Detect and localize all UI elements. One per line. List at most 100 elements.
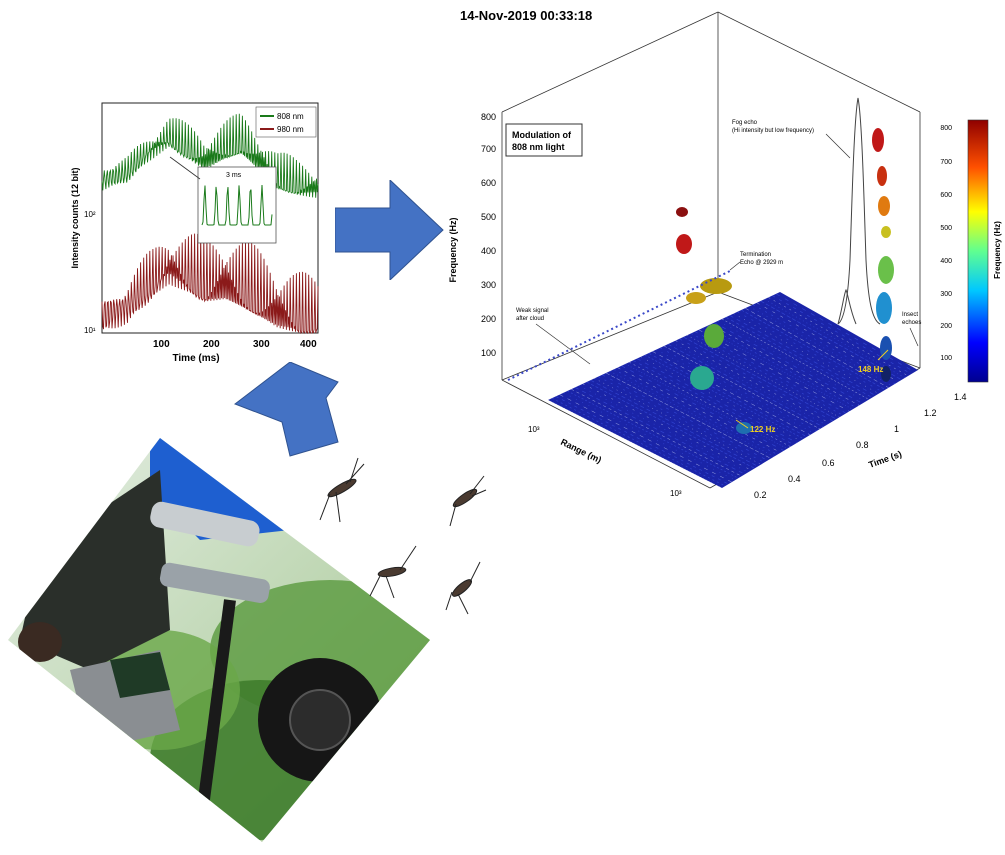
insect-pointer <box>909 327 919 347</box>
freq-blob <box>690 366 714 390</box>
floor-stripe <box>598 376 765 463</box>
floor-stripe <box>601 374 768 461</box>
floor-speckle <box>547 293 915 489</box>
freq-blob <box>872 128 884 152</box>
colorbar-label: Frequency (Hz) <box>993 221 1002 279</box>
timeseries-chart: 3 ms 808 nm 980 nm 100 200 300 400 Time … <box>70 102 319 364</box>
floor-stripe <box>775 293 915 373</box>
mount-post <box>194 599 236 831</box>
floor-stripe <box>768 297 909 377</box>
x-axis-label: Time (ms) <box>172 353 219 364</box>
freq-tick-700: 700 <box>481 144 496 154</box>
floor-stripe <box>617 367 781 453</box>
floor-stripe <box>679 338 834 422</box>
insect-label-1: Insect <box>902 312 918 318</box>
freq-blob <box>877 166 887 186</box>
x-tick-100: 100 <box>153 339 170 350</box>
floor-stripe <box>663 345 821 430</box>
fog-echo-side-peak <box>837 288 857 325</box>
freq-blob <box>700 278 732 294</box>
insect-label-2: echoes <box>902 320 921 326</box>
range-tick-a: 10³ <box>528 425 540 434</box>
floor-stripe <box>621 365 785 451</box>
spectrogram-floor <box>548 292 918 488</box>
spectrogram-3d: 14-Nov-2019 00:33:18 100 200 300 400 500… <box>448 8 1002 500</box>
floor-stripe <box>551 397 726 487</box>
time-tick-06: 0.6 <box>822 458 835 468</box>
fog-label-2: (Hi intensity but low frequency) <box>732 128 814 134</box>
time-tick-14: 1.4 <box>954 392 967 402</box>
legend <box>255 106 317 138</box>
time-axis-label: Time (s) <box>867 449 903 470</box>
termination-label-2: Echo @ 2929 m <box>740 260 783 266</box>
freq-tick-400: 400 <box>481 246 496 256</box>
floor-stripe <box>667 343 824 428</box>
floor-stripe <box>725 316 873 398</box>
freq-blob <box>878 256 894 284</box>
freq-ticks: 100 200 300 400 500 600 700 800 <box>481 112 496 358</box>
floor-stripe <box>555 396 729 485</box>
floor-stripe <box>737 311 883 392</box>
freq-122-pointer <box>735 419 749 429</box>
time-tick-1: 1 <box>894 424 899 434</box>
time-tick-02: 0.2 <box>754 490 767 500</box>
inset-pointer <box>169 156 201 180</box>
x-tick-300: 300 <box>253 339 270 350</box>
floor-stripe <box>729 315 876 396</box>
floor-stripe <box>675 340 830 424</box>
freq-blob <box>881 226 891 238</box>
floor-stripe <box>644 354 804 440</box>
floor-stripe <box>609 370 775 457</box>
freq-blob <box>881 366 891 382</box>
floor-stripe <box>756 302 899 383</box>
fog-echo-peak <box>837 97 881 325</box>
x-tick-200: 200 <box>203 339 220 350</box>
freq-blob <box>880 336 892 360</box>
freq-tick-100: 100 <box>481 348 496 358</box>
floor-stripe <box>629 361 791 447</box>
cb-tick-200: 200 <box>940 323 952 330</box>
freq-blob <box>686 292 706 304</box>
floor-stripe <box>710 324 860 406</box>
freq-blob <box>876 292 892 324</box>
freq-blob <box>676 234 692 254</box>
freq-tick-500: 500 <box>481 212 496 222</box>
series-line-808 <box>101 113 319 198</box>
freq-blob <box>878 196 890 216</box>
freq-blob <box>704 324 724 348</box>
cb-tick-800: 800 <box>940 125 952 132</box>
mosquito-3 <box>369 545 417 599</box>
laptop-screen <box>110 652 170 698</box>
telescope-lower <box>159 562 270 603</box>
cb-tick-300: 300 <box>940 291 952 298</box>
floor-stripe <box>632 360 795 446</box>
inset-label: 3 ms <box>226 172 242 179</box>
floor-stripe <box>764 298 906 379</box>
freq-tick-200: 200 <box>481 314 496 324</box>
range-tick-b: 10³ <box>670 489 682 498</box>
freq-148-pointer <box>877 349 889 361</box>
weak-pointer <box>535 323 591 365</box>
floor-stripe <box>571 388 742 477</box>
modulation-box <box>505 123 583 157</box>
freq-blob <box>676 207 688 217</box>
termination-label-1: Termination <box>740 252 771 258</box>
spectrogram-title: 14-Nov-2019 00:33:18 <box>460 8 592 23</box>
mosquito-1 <box>319 457 365 523</box>
field-photo <box>0 430 440 850</box>
floor-stripe <box>733 313 879 394</box>
cb-tick-700: 700 <box>940 159 952 166</box>
floor-stripe <box>698 329 850 412</box>
floor-stripe <box>613 369 778 455</box>
floor-stripe <box>772 295 912 375</box>
x-tick-400: 400 <box>300 339 317 350</box>
freq-axis-label: Frequency (Hz) <box>448 217 458 282</box>
freq-blob <box>736 422 752 434</box>
arrow-up <box>233 362 339 457</box>
time-tick-08: 0.8 <box>856 440 869 450</box>
fog-label-1: Fog echo <box>732 120 758 126</box>
weak-label-1: Weak signal <box>516 308 549 314</box>
termination-pointer <box>729 261 741 271</box>
floor-stripe <box>590 379 759 467</box>
time-tick-12: 1.2 <box>924 408 937 418</box>
